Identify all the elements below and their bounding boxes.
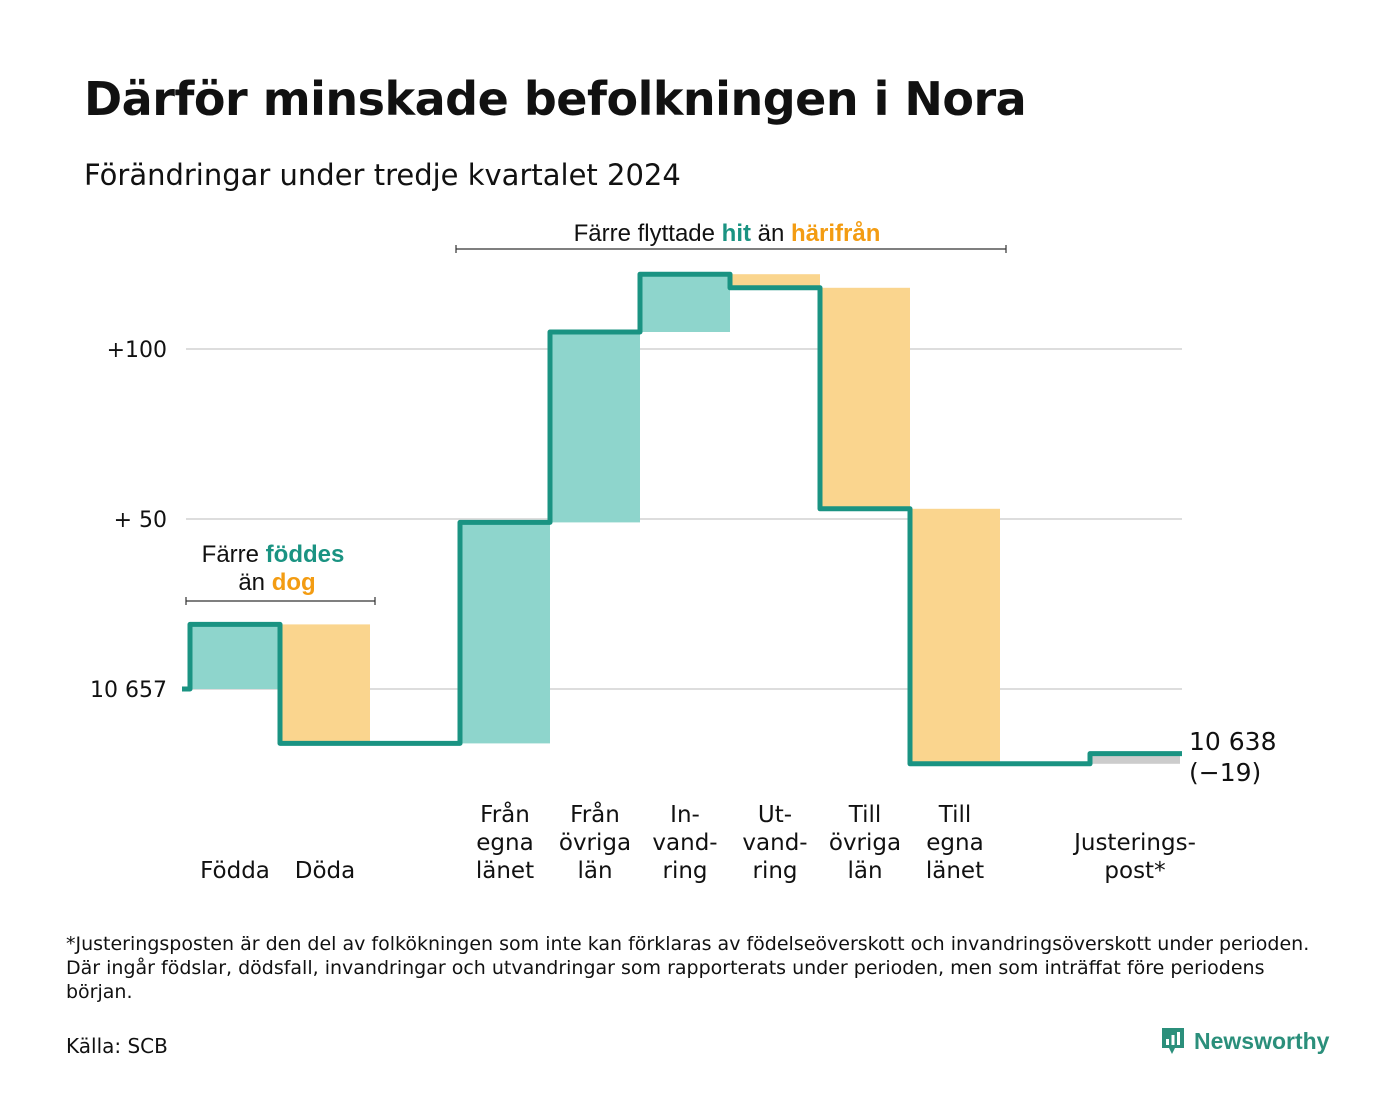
chart-subtitle: Förändringar under tredje kvartalet 2024: [84, 158, 681, 192]
brand-logo: Newsworthy: [1160, 1026, 1329, 1056]
category-label-4-2: län: [577, 858, 612, 884]
waterfall-bar-7: [820, 287, 910, 509]
category-label-6-1: vand-: [742, 830, 807, 856]
category-label-10-1: post*: [1104, 858, 1165, 884]
svg-text:Färre föddes: Färre föddes: [202, 541, 345, 568]
category-label-3-2: länet: [476, 858, 534, 884]
category-label-8-0: Till: [938, 802, 972, 828]
source: Källa: SCB: [66, 1034, 168, 1058]
label-layer: Födda DödaFrånegnalänetFrånövrigalänIn-va…: [200, 800, 1196, 884]
svg-text:Färre flyttade hit än härifrån: Färre flyttade hit än härifrån: [574, 220, 881, 247]
end-change-label: (−19): [1189, 758, 1261, 787]
annotation-migration: Färre flyttade hit än härifrån: [455, 220, 1007, 253]
waterfall-bar-5: [640, 274, 730, 332]
annotation-migration-middle: än: [751, 220, 791, 247]
category-label-5-1: vand-: [652, 830, 717, 856]
footnote: *Justeringsposten är den del av folkökni…: [66, 933, 1310, 1003]
category-label-8-2: länet: [926, 858, 984, 884]
category-label-7-0: Till: [848, 802, 882, 828]
annotation-births-deaths: Färre föddes än dog: [185, 541, 376, 605]
waterfall-bar-8: [910, 508, 1000, 764]
annotation-births-highlight: föddes: [266, 541, 345, 568]
annotation-deaths-prefix: än: [238, 569, 271, 596]
waterfall-bar-3: [460, 522, 550, 744]
waterfall-bar-4: [550, 332, 640, 523]
category-label-7-2: län: [847, 858, 882, 884]
line-layer: [182, 271, 1183, 767]
annotation-deaths-highlight: dog: [272, 569, 316, 596]
y-tick-label-1: + 50: [114, 508, 167, 533]
category-label-0-0: Födda: [200, 858, 270, 884]
category-label-7-1: övriga: [829, 830, 901, 856]
category-label-6-2: ring: [752, 858, 797, 884]
category-label-4-0: Från: [570, 800, 620, 828]
category-label-5-0: In-: [670, 802, 700, 828]
waterfall-bar-6: [730, 274, 820, 288]
annotation-migration-out: härifrån: [791, 220, 880, 247]
svg-text:än dog: än dog: [238, 569, 315, 596]
category-label-1-0: Döda: [295, 858, 355, 884]
annotation-births-prefix: Färre: [202, 541, 266, 568]
brand-name: Newsworthy: [1194, 1027, 1330, 1054]
waterfall-bar-10: [1090, 753, 1180, 764]
chart-title: Därför minskade befolkningen i Nora: [84, 72, 1027, 126]
category-label-3-1: egna: [476, 830, 533, 856]
category-label-8-1: egna: [926, 830, 983, 856]
y-tick-label-2: +100: [107, 338, 167, 363]
waterfall-bar-0: [190, 624, 280, 689]
y-tick-label-0: 10 657: [90, 678, 167, 703]
category-label-5-2: ring: [662, 858, 707, 884]
waterfall-bar-1: [280, 624, 370, 744]
category-label-10-0: Justerings-: [1072, 830, 1196, 856]
annotation-migration-in: hit: [722, 220, 751, 247]
bar-layer: [190, 274, 1180, 764]
cumulative-step-line: [182, 271, 1183, 767]
end-value-label: 10 638: [1189, 727, 1276, 756]
category-label-3-0: Från: [480, 800, 530, 828]
category-label-6-0: Ut-: [758, 802, 792, 828]
newsworthy-logo-icon: [1162, 1028, 1184, 1054]
category-label-4-1: övriga: [559, 830, 631, 856]
annotation-migration-prefix: Färre flyttade: [574, 220, 722, 247]
